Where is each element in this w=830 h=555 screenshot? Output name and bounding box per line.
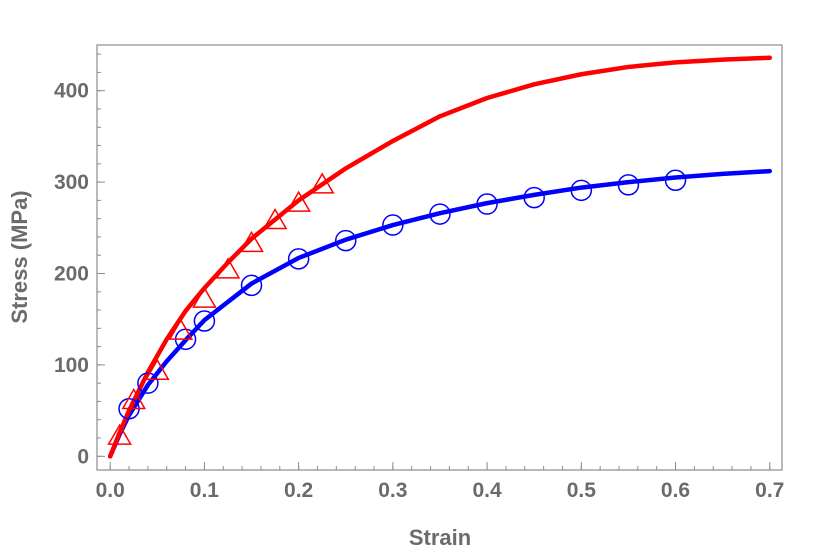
circle-data-point: [137, 372, 159, 394]
triangle-data-point: [168, 318, 194, 340]
circle-data-point: [334, 229, 357, 252]
y-tick-label: 200: [54, 262, 89, 285]
circle-data-point: [429, 203, 451, 225]
triangle-data-point: [239, 230, 264, 253]
triangle-data-point: [309, 172, 335, 194]
y-tick-label: 400: [54, 80, 89, 103]
x-tick-label: 0.7: [755, 479, 784, 502]
circle-data-point: [664, 169, 687, 192]
y-tick-label: 300: [54, 171, 89, 194]
circle-data-point: [240, 274, 263, 297]
plot-frame: [96, 44, 783, 471]
x-tick-label: 0.5: [567, 479, 597, 502]
x-tick-label: 0.3: [378, 479, 407, 502]
triangle-data-point: [192, 286, 217, 308]
triangle-data-point: [107, 423, 132, 445]
y-axis-label: Stress (MPa): [7, 190, 32, 323]
red-fit-curve: [107, 55, 773, 459]
triangle-data-point: [215, 257, 241, 279]
x-tick-label: 0.4: [472, 479, 502, 502]
x-tick-label: 0.0: [96, 479, 125, 502]
x-tick-label: 0.6: [661, 479, 690, 502]
x-tick-label: 0.2: [284, 479, 313, 502]
circle-data-point: [476, 193, 498, 215]
triangle-data-point: [286, 190, 311, 212]
circle-data-point: [523, 186, 545, 209]
circle-data-point: [193, 310, 216, 332]
circle-data-point: [617, 174, 640, 196]
circle-data-point: [382, 214, 404, 236]
triangle-data-point: [262, 207, 288, 230]
blue-fit-curve: [107, 168, 773, 459]
y-tick-label: 0: [77, 445, 89, 468]
circle-data-point: [570, 179, 593, 202]
x-axis-label: Strain: [409, 525, 471, 550]
y-tick-label: 100: [54, 354, 89, 377]
triangle-data-point: [145, 358, 170, 381]
triangle-data-point: [121, 388, 147, 410]
x-tick-label: 0.1: [190, 479, 220, 502]
circle-data-point: [287, 248, 310, 270]
